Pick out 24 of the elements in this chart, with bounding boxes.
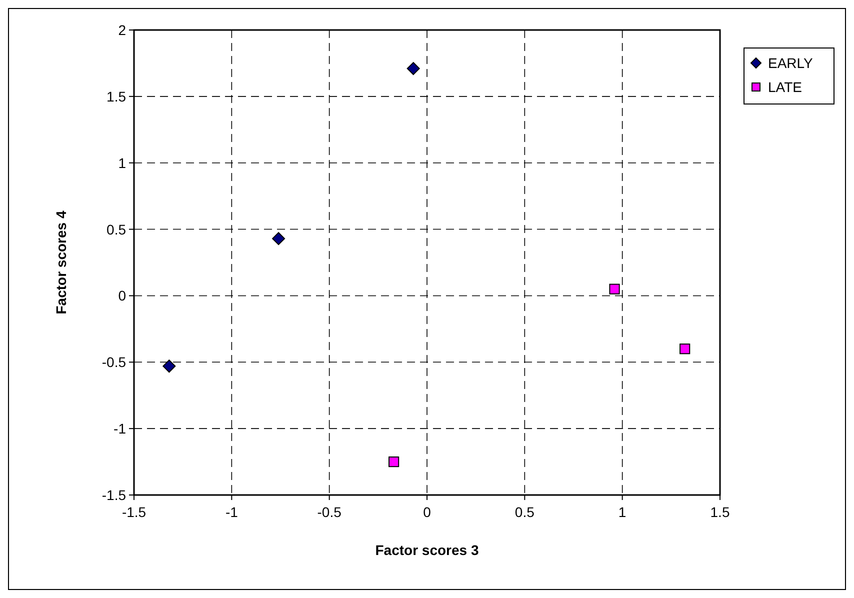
legend-label: LATE [768, 79, 802, 95]
x-axis-title: Factor scores 3 [375, 542, 479, 558]
y-tick-label: -0.5 [102, 354, 126, 370]
point [388, 456, 400, 468]
x-tick-label: 0.5 [514, 504, 535, 520]
x-tick-label: -1 [225, 504, 238, 520]
y-tick-label: 1.5 [106, 88, 126, 104]
y-tick-label: 0 [118, 288, 126, 304]
x-tick-label: 0 [423, 504, 432, 520]
legend-label: EARLY [768, 55, 814, 71]
point [272, 232, 286, 246]
y-tick-label: 1 [118, 154, 126, 171]
point [680, 344, 690, 354]
point [609, 284, 620, 294]
y-tick-label: -1.5 [102, 487, 126, 503]
x-tick-label: 1.5 [710, 504, 730, 520]
y-tick-label: 2 [118, 22, 126, 38]
y-tick-label: -1 [114, 420, 126, 437]
x-tick-label: -0.5 [317, 504, 342, 520]
point [162, 360, 176, 373]
y-tick-label: 0.5 [106, 221, 126, 238]
point [406, 62, 420, 76]
y-axis-title: Factor scores 4 [53, 210, 69, 314]
x-tick-label: 1 [618, 504, 626, 520]
